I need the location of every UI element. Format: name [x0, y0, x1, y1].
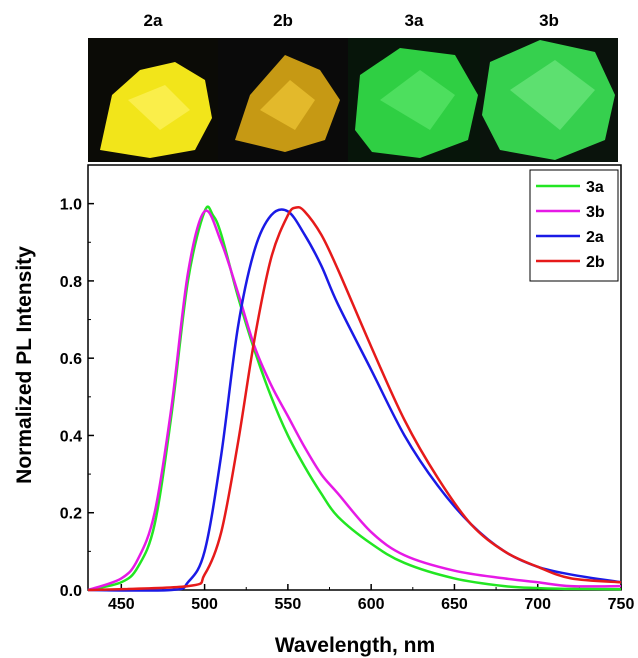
- x-axis-title: Wavelength, nm: [275, 634, 435, 657]
- photo-strip: 2a 2b 3a 3b: [88, 11, 618, 162]
- legend: 3a 3b 2a 2b: [529, 169, 619, 282]
- x-tick-label: 450: [108, 596, 135, 613]
- y-tick-label: 0.0: [60, 583, 82, 600]
- photo-3b: 3b: [480, 11, 618, 162]
- x-tick-label: 500: [191, 596, 218, 613]
- photo-3b-crystals: [482, 40, 615, 160]
- y-tick-label: 0.2: [60, 506, 82, 523]
- photo-2b-label: 2b: [273, 11, 293, 30]
- plot-frame: [87, 164, 622, 591]
- spectra-curves: [87, 205, 622, 592]
- x-tick-label: 550: [275, 596, 302, 613]
- y-tick-label: 1.0: [60, 197, 82, 214]
- y-tick-label: 0.4: [60, 428, 82, 445]
- photo-2b: 2b: [218, 11, 348, 162]
- y-tick-label: 0.8: [60, 274, 82, 291]
- photo-3a-label: 3a: [405, 11, 424, 30]
- series-line-3b: [87, 209, 622, 592]
- x-tick-label: 650: [441, 596, 468, 613]
- photo-2a-label: 2a: [144, 11, 163, 30]
- legend-label-3a: 3a: [586, 179, 604, 196]
- photo-2a: 2a: [88, 11, 218, 162]
- legend-items: 3a 3b 2a 2b: [536, 179, 605, 271]
- legend-label-3b: 3b: [586, 204, 605, 221]
- photo-3b-label: 3b: [539, 11, 559, 30]
- series-line-2b: [87, 205, 622, 592]
- x-tick-label: 700: [524, 596, 551, 613]
- x-tick-label: 750: [608, 596, 635, 613]
- y-axis-title: Normalized PL Intensity: [13, 246, 36, 484]
- x-tick-label: 600: [358, 596, 385, 613]
- y-tick-label: 0.6: [60, 351, 82, 368]
- axis-ticks: 450 500 550 600 650 700 750 0.0 0.2 0.4 0.6 0.8 1.0: [60, 164, 635, 613]
- legend-label-2b: 2b: [586, 254, 605, 271]
- series-line-3a: [87, 205, 622, 592]
- photo-3a: 3a: [348, 11, 480, 162]
- legend-label-2a: 2a: [586, 229, 604, 246]
- legend-box: [529, 169, 619, 282]
